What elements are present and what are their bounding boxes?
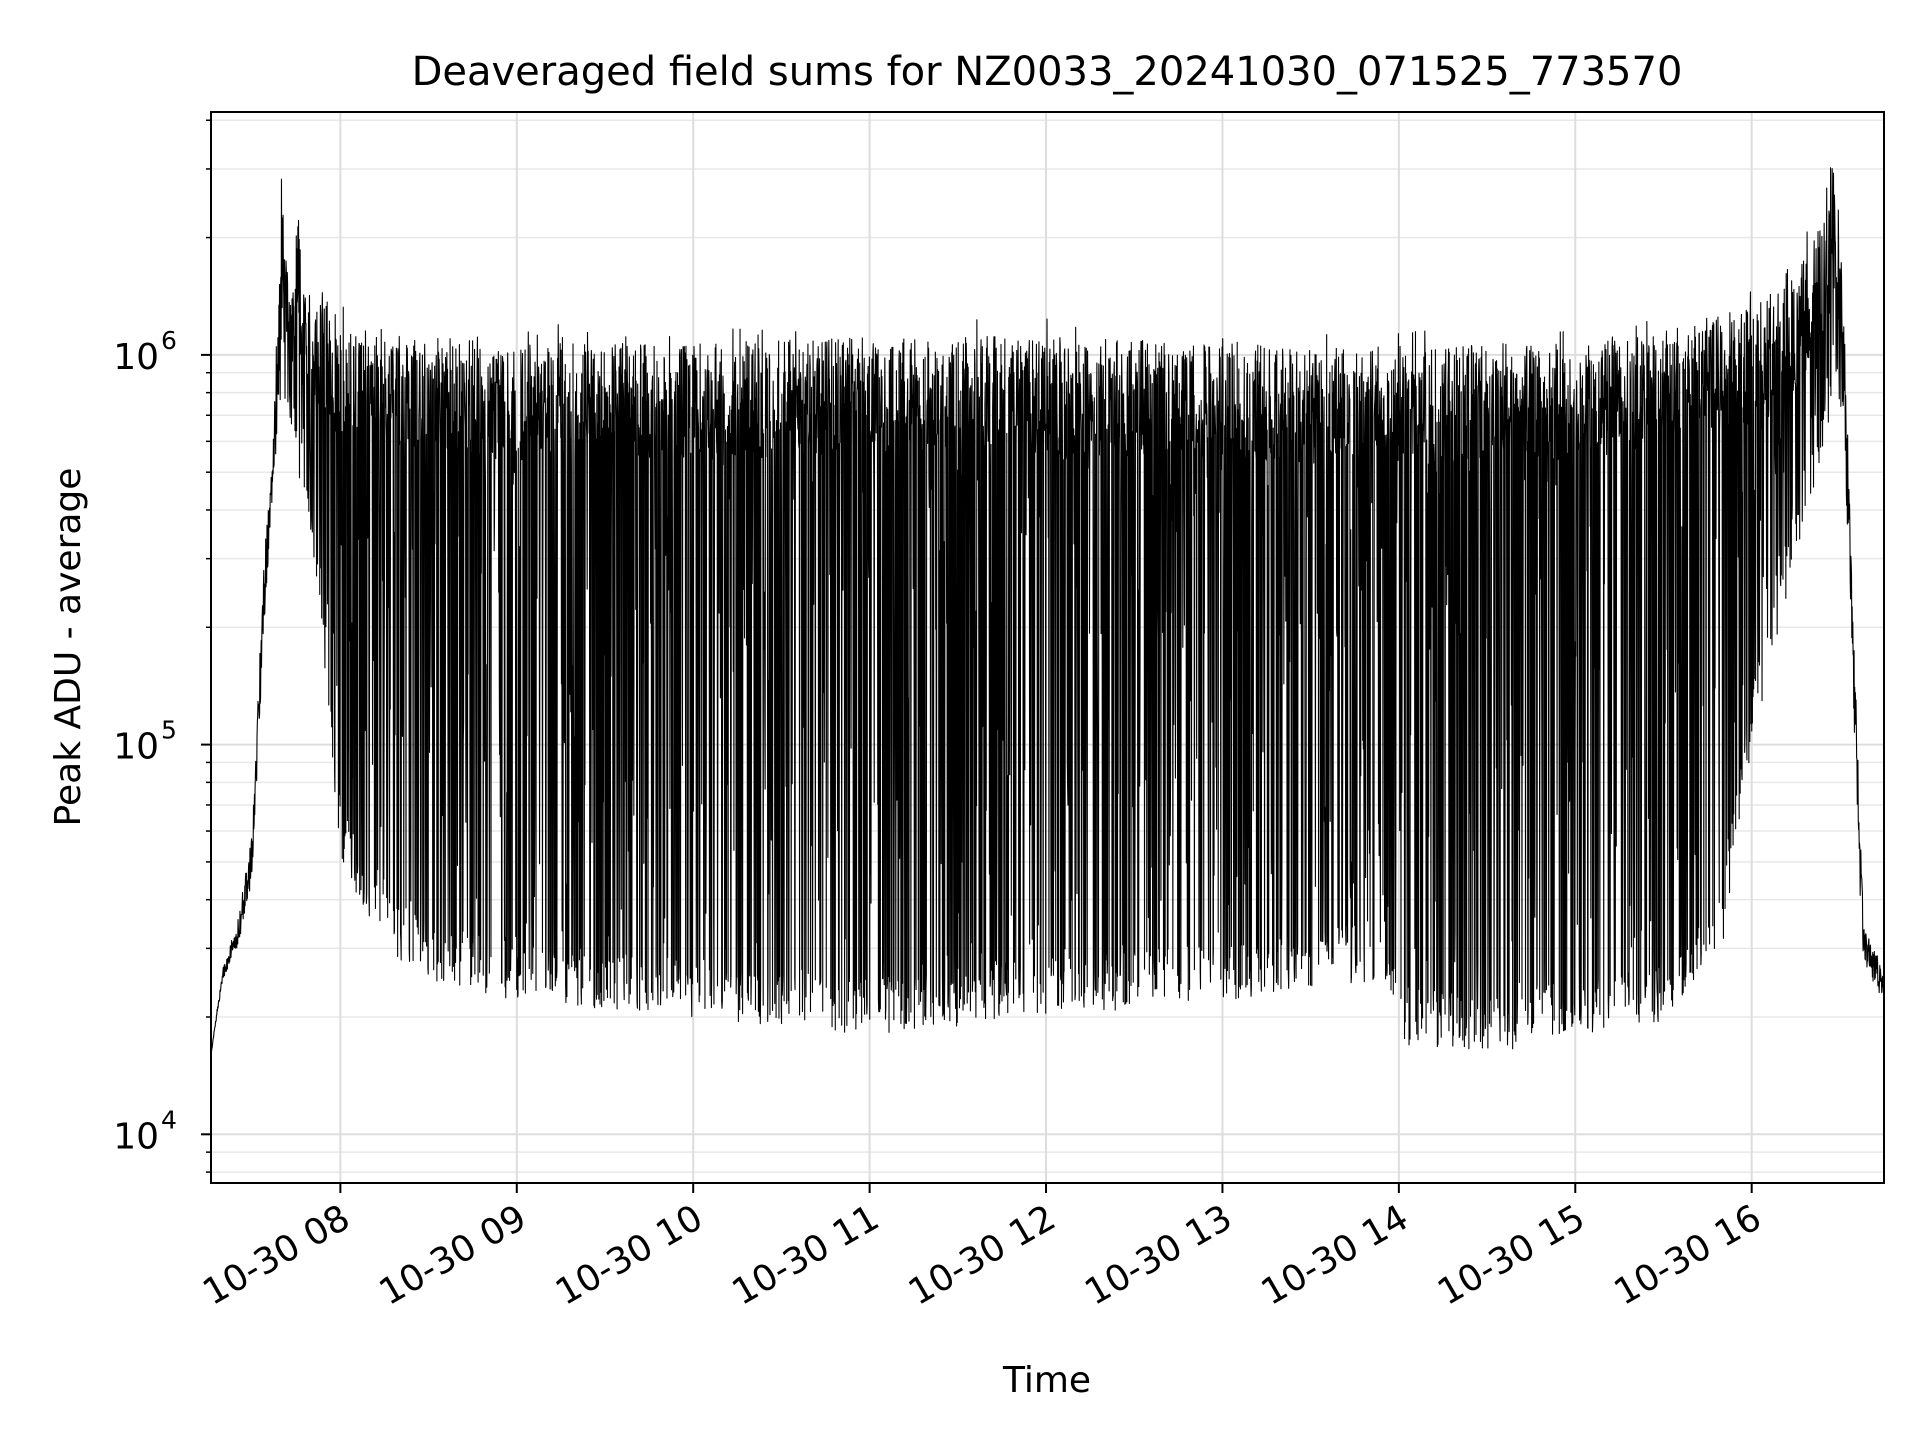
series-line	[210, 167, 1885, 1055]
y-tick-label-exponent: 4	[161, 1105, 177, 1134]
y-tick-label-exponent: 5	[161, 716, 177, 745]
plot-area	[210, 167, 1885, 1055]
y-tick-label: 10	[113, 727, 159, 768]
x-axis-label: Time	[1002, 1360, 1091, 1401]
y-tick-label-exponent: 6	[161, 326, 177, 355]
y-tick-label: 10	[113, 337, 159, 378]
y-axis-label: Peak ADU - average	[48, 468, 89, 827]
axes-frame	[210, 111, 1885, 1184]
y-tick-label: 10	[113, 1116, 159, 1157]
chart-title: Deaveraged field sums for NZ0033_2024103…	[412, 49, 1683, 95]
